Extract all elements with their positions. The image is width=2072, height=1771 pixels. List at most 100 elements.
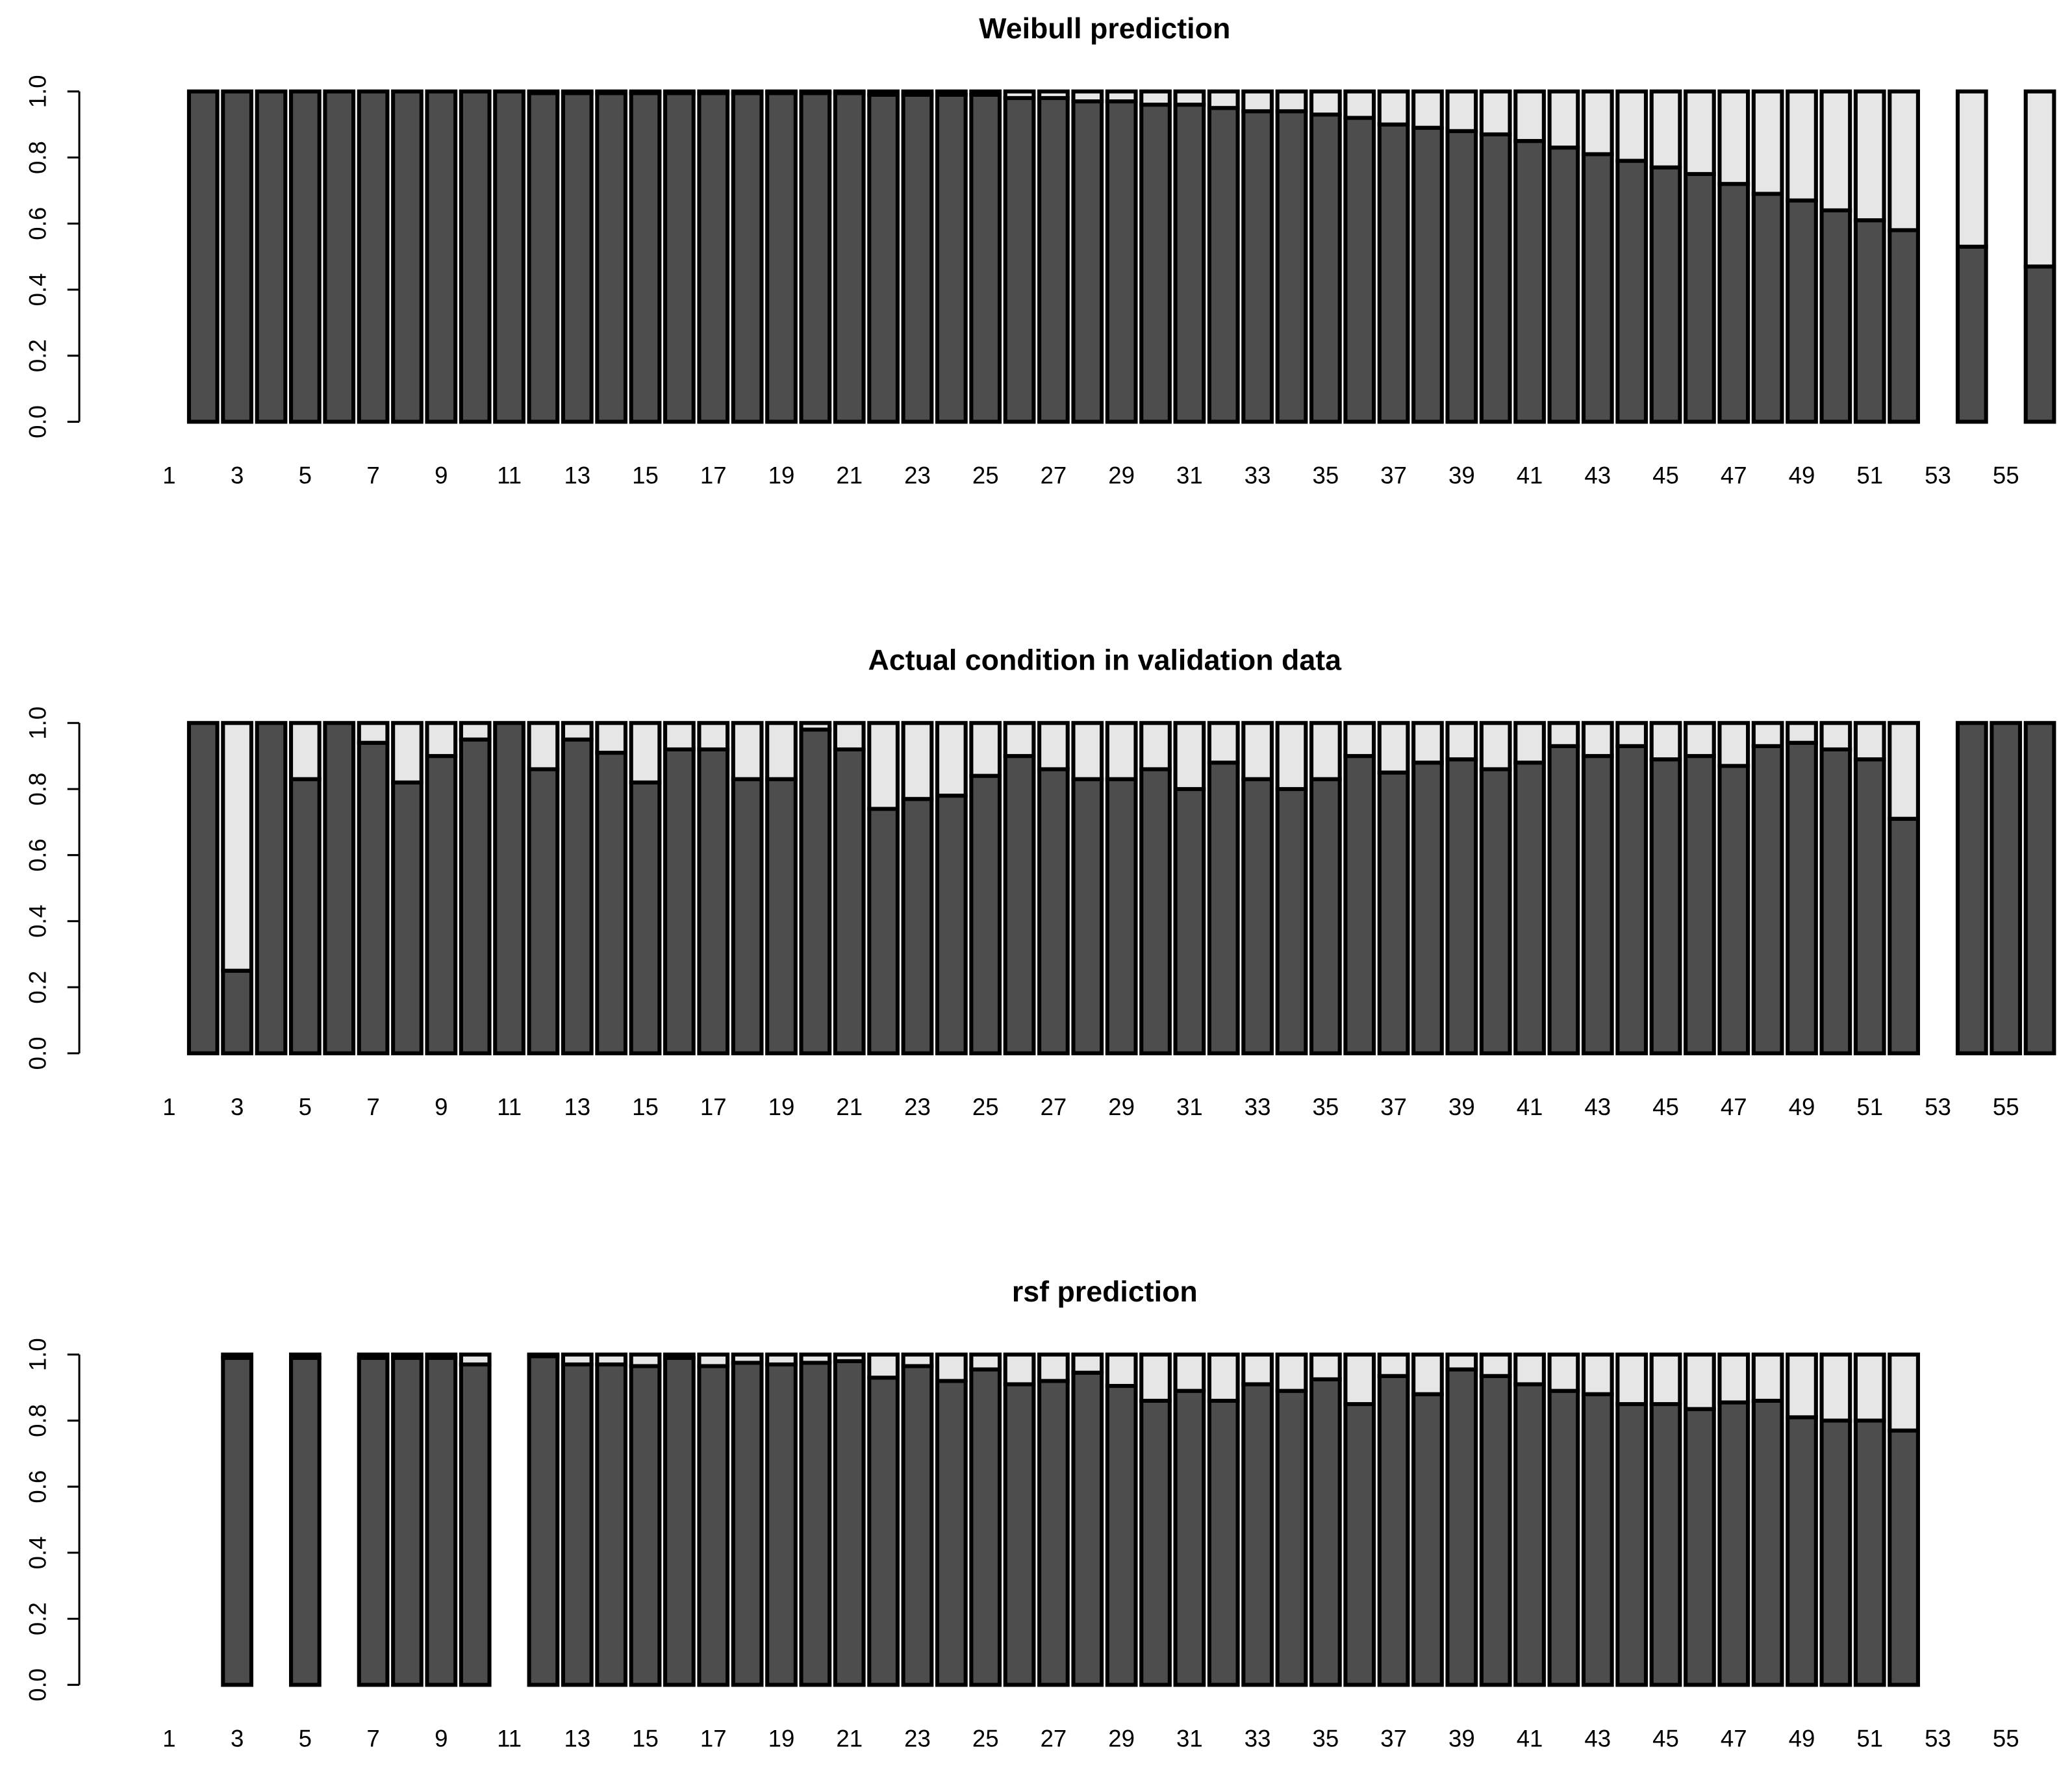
bar-segment: [357, 740, 390, 1055]
bar-segment: [833, 1352, 866, 1363]
bar-segment: [1207, 106, 1240, 424]
bar-segment: [1241, 1382, 1274, 1687]
bar-segment: [1343, 89, 1376, 120]
x-tick-label: 13: [564, 1725, 590, 1752]
y-tick-label: 0.6: [25, 207, 51, 240]
bar-segment: [1037, 1379, 1070, 1687]
x-tick-label: 9: [435, 462, 448, 489]
bar-segment: [969, 773, 1002, 1055]
bar-segment: [1513, 1352, 1546, 1387]
bar-segment: [289, 1352, 322, 1360]
bar-segment: [1649, 721, 1682, 762]
bar-segment: [1751, 89, 1784, 196]
bar-segment: [1071, 89, 1104, 104]
bar-segment: [1411, 760, 1444, 1055]
bar-segment: [1649, 757, 1682, 1055]
bar-segment: [1581, 1352, 1614, 1396]
bar-segment: [1615, 158, 1649, 424]
bar-segment: [731, 777, 764, 1055]
bar-segment: [901, 1352, 934, 1368]
x-tick-label: 37: [1380, 462, 1407, 489]
bar-segment: [1411, 89, 1444, 130]
x-tick-label: 47: [1721, 1094, 1747, 1120]
bar-segment: [799, 91, 832, 424]
bar-segment: [765, 1352, 798, 1367]
x-tick-label: 7: [366, 1725, 379, 1752]
bar-segment: [1173, 786, 1206, 1055]
x-tick-label: 21: [836, 1725, 863, 1752]
bar-segment: [1786, 721, 1818, 745]
x-tick-label: 1: [162, 462, 175, 489]
bar-segment: [1819, 1418, 1852, 1687]
bar-segment: [391, 89, 423, 424]
bar-segment: [255, 89, 288, 424]
bar-segment: [186, 89, 220, 424]
x-tick-label: 33: [1244, 1725, 1271, 1752]
bar-segment: [901, 797, 934, 1055]
bar-segment: [799, 727, 832, 1055]
bar-segment: [1888, 89, 1920, 232]
bar-segment: [867, 1375, 900, 1687]
x-tick-label: 19: [768, 1725, 795, 1752]
bar-segment: [697, 747, 730, 1055]
bar-segment: [1649, 89, 1682, 170]
x-tick-label: 55: [1993, 462, 2019, 489]
bar-segment: [1377, 721, 1410, 775]
bar-segment: [1377, 122, 1410, 424]
bar-segment: [357, 721, 390, 745]
bar-segment: [833, 89, 866, 95]
bar-segment: [1717, 1400, 1750, 1687]
bar-segment: [629, 780, 662, 1055]
bar-segment: [357, 1355, 390, 1687]
bar-segment: [1547, 744, 1580, 1055]
bar-segment: [1241, 109, 1274, 424]
bar-segment: [1003, 721, 1036, 759]
bar-segment: [1581, 89, 1614, 157]
x-tick-label: 35: [1313, 462, 1339, 489]
x-tick-label: 19: [768, 1094, 795, 1120]
x-tick-label: 49: [1789, 1725, 1815, 1752]
bar-segment: [629, 89, 662, 95]
x-tick-label: 3: [231, 1725, 244, 1752]
bar-segment: [1581, 152, 1614, 424]
bar-segment: [1309, 89, 1342, 117]
bar-segment: [765, 91, 798, 424]
bar-segment: [1071, 777, 1104, 1055]
bar-segment: [1513, 721, 1546, 765]
bar-segment: [493, 721, 525, 1055]
bar-segment: [663, 1355, 696, 1687]
bar-segment: [357, 1352, 390, 1360]
bar-segment: [1071, 1370, 1104, 1687]
bar-segment: [1479, 89, 1512, 136]
bar-segment: [1105, 721, 1138, 781]
bar-segment: [1173, 103, 1206, 424]
bar-segment: [1343, 1352, 1376, 1407]
bar-segment: [935, 92, 968, 424]
x-tick-label: 51: [1856, 462, 1883, 489]
y-tick-label: 0.0: [25, 1036, 51, 1070]
bar-segment: [1615, 744, 1649, 1055]
bar-segment: [629, 1352, 662, 1368]
x-tick-label: 17: [700, 462, 727, 489]
bar-segment: [1275, 786, 1308, 1055]
bar-segment: [459, 1352, 492, 1367]
bar-segment: [1684, 721, 1716, 759]
bar-segment: [1445, 1367, 1478, 1687]
bar-segment: [663, 1352, 696, 1360]
bar-segment: [1445, 129, 1478, 424]
bar-segment: [1411, 1352, 1444, 1396]
y-tick-label: 1.0: [25, 1338, 51, 1371]
bar-segment: [1581, 1392, 1614, 1687]
bar-segment: [1819, 208, 1852, 424]
bar-segment: [493, 89, 525, 424]
x-tick-label: 29: [1108, 462, 1135, 489]
x-tick-label: 39: [1448, 1094, 1475, 1120]
bar-segment: [1037, 767, 1070, 1055]
x-tick-label: 43: [1584, 462, 1611, 489]
x-tick-label: 5: [299, 1094, 312, 1120]
bar-segment: [935, 794, 968, 1055]
x-tick-label: 1: [162, 1094, 175, 1120]
x-tick-label: 29: [1108, 1725, 1135, 1752]
bar-segment: [1547, 1388, 1580, 1687]
bar-segment: [867, 92, 900, 424]
